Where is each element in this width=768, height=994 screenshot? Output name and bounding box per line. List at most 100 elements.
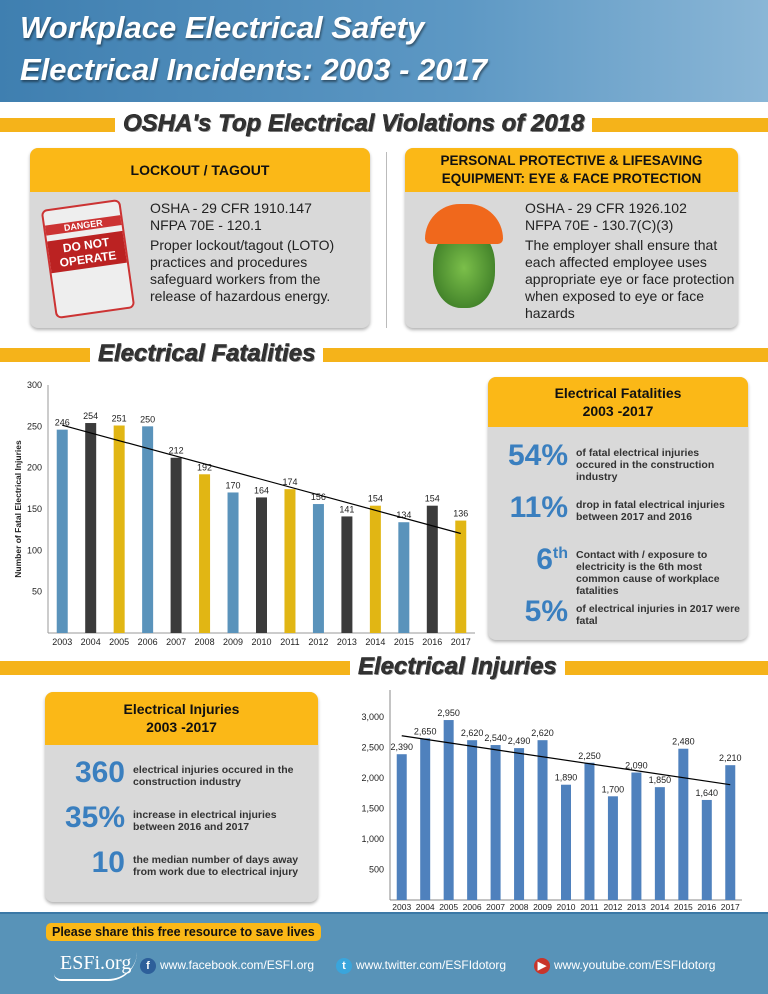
twitter-icon: t bbox=[336, 958, 352, 974]
x-tick-label: 2013 bbox=[627, 902, 646, 912]
bar-2003 bbox=[396, 754, 407, 900]
x-tick-label: 2007 bbox=[486, 902, 505, 912]
bar-2011 bbox=[284, 489, 296, 633]
title-line-1: Workplace Electrical Safety bbox=[20, 10, 425, 45]
card-description: The employer shall ensure that each affe… bbox=[525, 237, 735, 321]
bar-2012 bbox=[312, 504, 324, 633]
fatalities-title: Electrical Fatalities bbox=[90, 340, 324, 368]
card-description: Proper lockout/tagout (LOTO) practices a… bbox=[150, 237, 335, 304]
ppe-card: PERSONAL PROTECTIVE & LIFESAVING EQUIPME… bbox=[405, 148, 738, 328]
bar-2006 bbox=[142, 426, 154, 633]
x-tick-label: 2016 bbox=[697, 902, 716, 912]
stat-text: Contact with / exposure to electricity i… bbox=[576, 549, 720, 597]
x-tick-label: 2004 bbox=[81, 637, 101, 647]
box-subtitle: 2003 -2017 bbox=[582, 403, 654, 419]
y-tick-label: 300 bbox=[27, 380, 42, 390]
data-label: 156 bbox=[311, 492, 326, 502]
x-tick-label: 2009 bbox=[533, 902, 552, 912]
data-label: 154 bbox=[368, 494, 383, 504]
nfpa-code: NFPA 70E - 130.7(C)(3) bbox=[525, 217, 674, 233]
bar-2004 bbox=[420, 738, 431, 900]
bar-2017 bbox=[455, 520, 467, 633]
data-label: 2,090 bbox=[625, 761, 648, 771]
y-tick-label: 500 bbox=[369, 865, 384, 875]
bar-2010 bbox=[561, 784, 571, 900]
bar-2009 bbox=[537, 740, 548, 900]
twitter-link[interactable]: t www.twitter.com/ESFIdotorg bbox=[336, 958, 506, 974]
x-tick-label: 2006 bbox=[138, 637, 158, 647]
stat-value: 54% bbox=[507, 439, 568, 472]
osha-code: OSHA - 29 CFR 1926.102 bbox=[525, 200, 687, 216]
x-tick-label: 2017 bbox=[721, 902, 740, 912]
data-label: 192 bbox=[197, 462, 212, 472]
y-tick-label: 3,000 bbox=[361, 712, 384, 722]
stat-value: 35% bbox=[64, 801, 125, 834]
data-label: 254 bbox=[83, 411, 98, 421]
x-tick-label: 2007 bbox=[166, 637, 186, 647]
stat-value: 6th bbox=[536, 543, 568, 576]
injuries-stats-box: Electrical Injuries 2003 -2017 360 electr… bbox=[45, 692, 318, 902]
bar-2010 bbox=[256, 497, 267, 633]
stat-text: electrical injuries occured in the const… bbox=[133, 764, 294, 788]
x-tick-label: 2005 bbox=[109, 637, 129, 647]
osha-code: OSHA - 29 CFR 1910.147 bbox=[150, 200, 312, 216]
lockout-tag-image: DANGER DO NOT OPERATE bbox=[40, 198, 136, 320]
data-label: 1,700 bbox=[602, 784, 625, 794]
data-label: 2,490 bbox=[508, 736, 531, 746]
helmet-worker-image bbox=[419, 198, 509, 318]
data-label: 212 bbox=[169, 446, 184, 456]
x-tick-label: 2013 bbox=[337, 637, 357, 647]
bar-2007 bbox=[170, 457, 182, 633]
y-axis-label: Number of Fatal Electrical Injuries bbox=[13, 440, 23, 578]
x-tick-label: 2014 bbox=[365, 637, 385, 647]
x-tick-label: 2005 bbox=[439, 902, 458, 912]
y-tick-label: 250 bbox=[27, 421, 42, 431]
youtube-link[interactable]: ▶ www.youtube.com/ESFIdotorg bbox=[534, 958, 715, 974]
data-label: 141 bbox=[339, 504, 354, 514]
data-label: 136 bbox=[453, 509, 468, 519]
x-tick-label: 2017 bbox=[451, 637, 471, 647]
trendline bbox=[401, 735, 731, 786]
box-subtitle: 2003 -2017 bbox=[146, 719, 217, 735]
y-tick-label: 100 bbox=[27, 545, 42, 555]
bar-2004 bbox=[85, 423, 97, 633]
data-label: 250 bbox=[140, 414, 155, 424]
data-label: 1,890 bbox=[555, 773, 578, 783]
x-tick-label: 2003 bbox=[52, 637, 72, 647]
bar-2011 bbox=[584, 762, 595, 900]
y-tick-label: 200 bbox=[27, 463, 42, 473]
bar-2015 bbox=[678, 748, 689, 900]
stat-value: 10 bbox=[91, 846, 125, 879]
bar-2013 bbox=[341, 516, 353, 633]
data-label: 164 bbox=[254, 485, 269, 495]
data-label: 2,650 bbox=[414, 726, 437, 736]
data-label: 134 bbox=[396, 510, 411, 520]
bar-2008 bbox=[514, 748, 525, 900]
data-label: 2,480 bbox=[672, 737, 695, 747]
facebook-link[interactable]: f www.facebook.com/ESFI.org bbox=[140, 958, 314, 974]
data-label: 154 bbox=[425, 494, 440, 504]
bar-2009 bbox=[227, 492, 239, 633]
share-banner: Please share this free resource to save … bbox=[46, 923, 321, 941]
stat-text: the median number of days away from work… bbox=[133, 854, 299, 878]
data-label: 1,640 bbox=[696, 788, 719, 798]
x-tick-label: 2003 bbox=[392, 902, 411, 912]
bar-2016 bbox=[701, 799, 712, 900]
y-tick-label: 1,500 bbox=[361, 804, 384, 814]
bar-2015 bbox=[398, 522, 410, 633]
fatalities-bar-chart: 50 100 150 200 250 300 Number of Fatal Electri… bbox=[13, 380, 475, 647]
x-tick-label: 2011 bbox=[580, 902, 599, 912]
stat-text: increase in electrical injuries between … bbox=[133, 809, 277, 833]
data-label: 2,210 bbox=[719, 753, 742, 763]
x-tick-label: 2010 bbox=[251, 637, 271, 647]
y-tick-label: 150 bbox=[27, 504, 42, 514]
y-tick-label: 2,000 bbox=[361, 773, 384, 783]
injuries-bar-chart: 500 1,000 1,500 2,000 2,500 3,000 2,390 2003 2,6… bbox=[361, 690, 742, 912]
fatalities-stats-box: Electrical Fatalities 2003 -2017 54% of f… bbox=[488, 377, 748, 640]
bar-2016 bbox=[426, 505, 438, 633]
stat-value: 360 bbox=[74, 756, 125, 789]
header-banner: Workplace Electrical Safety Electrical I… bbox=[0, 0, 768, 102]
x-tick-label: 2015 bbox=[394, 637, 414, 647]
data-label: 246 bbox=[55, 418, 70, 428]
x-tick-label: 2015 bbox=[674, 902, 693, 912]
